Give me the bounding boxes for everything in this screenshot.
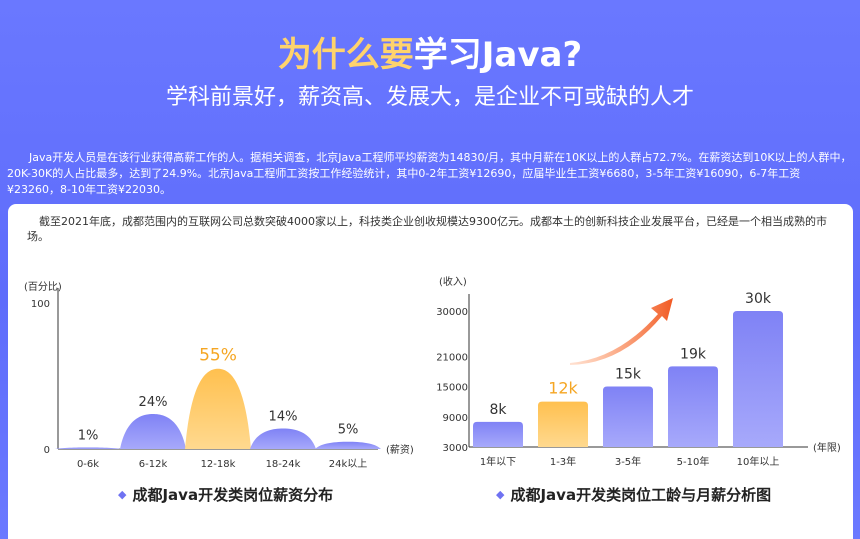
chart-2-x-tick: 5-10年 bbox=[677, 455, 710, 468]
chart-2-bar-5-10年 bbox=[668, 366, 718, 447]
chart-2-title-wrap: ◆ 成都Java开发类岗位工龄与月薪分析图 bbox=[496, 484, 771, 505]
chart-2-data-label: 12k bbox=[548, 379, 578, 398]
chart-1-x-tick: 0-6k bbox=[77, 459, 99, 470]
chart-2-y-tick: 3000 bbox=[443, 443, 468, 454]
diamond-icon: ◆ bbox=[496, 488, 505, 501]
chart-2-bar-1-3年 bbox=[538, 401, 588, 447]
chart-2-title: 成都Java开发类岗位工龄与月薪分析图 bbox=[510, 486, 772, 504]
chart-2-bar-3-5年 bbox=[603, 386, 653, 447]
chart-card: 截至2021年底，成都范围内的互联网公司总数突破4000家以上，科技类企业创收规… bbox=[8, 204, 853, 539]
chart-1-y-label: (百分比) bbox=[24, 281, 62, 293]
chart-1-data-label: 1% bbox=[78, 429, 99, 444]
intro-paragraph: Java开发人员是在该行业获得高薪工作的人。据相关调查，北京Java工程师平均薪… bbox=[7, 151, 852, 196]
chart-2-y-tick: 9000 bbox=[443, 413, 468, 424]
chart-1-y-tick: 100 bbox=[31, 299, 50, 310]
chart-2-bar-1年以下 bbox=[473, 421, 523, 447]
chart-2-bar-10年以上 bbox=[733, 311, 783, 447]
chart-1-data-label: 55% bbox=[199, 346, 237, 366]
chart-2-x-tick: 1-3年 bbox=[550, 455, 576, 468]
card-paragraph: 截至2021年底，成都范围内的互联网公司总数突破4000家以上，科技类企业创收规… bbox=[27, 215, 827, 243]
title-rest: 学习Java? bbox=[413, 35, 583, 75]
chart-1-x-tick: 12-18k bbox=[201, 459, 236, 470]
diamond-icon: ◆ bbox=[118, 488, 127, 501]
chart-2-y-tick: 30000 bbox=[436, 307, 468, 318]
chart-1-x-tick: 6-12k bbox=[139, 459, 168, 470]
chart-1-y-tick: 0 bbox=[44, 445, 50, 456]
chart-1-x-tick: 18-24k bbox=[266, 459, 301, 470]
chart-1-x-tick: 24k以上 bbox=[329, 458, 368, 470]
charts-svg: (百分比) (薪资) 0 100 1% 0-6k 24% 6-12k 55% 12-18k 14% 1… bbox=[24, 275, 841, 470]
chart-2-data-label: 30k bbox=[745, 291, 772, 307]
chart-1-data-label: 14% bbox=[269, 410, 298, 425]
chart-2-x-tick: 1年以下 bbox=[480, 455, 516, 468]
chart-2-x-tick: 3-5年 bbox=[615, 455, 641, 468]
chart-1-bar-18-24k bbox=[250, 428, 316, 449]
chart-2-x-tick: 10年以上 bbox=[737, 455, 780, 468]
chart-1-bar-12-18k bbox=[185, 368, 251, 449]
page-subtitle: 学科前景好，薪资高、发展大，是企业不可或缺的人才 bbox=[165, 85, 694, 110]
chart-1-x-label: (薪资) bbox=[386, 444, 414, 456]
trend-arrow-icon bbox=[570, 298, 673, 365]
chart-2-data-label: 15k bbox=[615, 367, 642, 383]
title-highlight: 为什么要 bbox=[277, 35, 414, 75]
chart-2-y-tick: 21000 bbox=[436, 352, 468, 363]
chart-2-y-label: (收入) bbox=[439, 275, 467, 288]
chart-1-title-wrap: ◆ 成都Java开发类岗位薪资分布 bbox=[118, 484, 333, 505]
chart-2-y-tick: 15000 bbox=[436, 383, 468, 394]
chart-2-data-label: 19k bbox=[680, 346, 707, 362]
page-title: 为什么要学习Java? bbox=[0, 34, 860, 76]
chart-2-x-label: (年限) bbox=[813, 441, 841, 454]
chart-1-data-label: 5% bbox=[338, 423, 359, 438]
chart-1-bar-24k以上 bbox=[315, 441, 381, 449]
chart-1-bar-0-6k bbox=[55, 447, 121, 449]
chart-1-title: 成都Java开发类岗位薪资分布 bbox=[132, 486, 334, 504]
chart-1-bar-6-12k bbox=[120, 413, 186, 449]
chart-1-data-label: 24% bbox=[139, 395, 168, 410]
chart-2-data-label: 8k bbox=[489, 402, 507, 418]
